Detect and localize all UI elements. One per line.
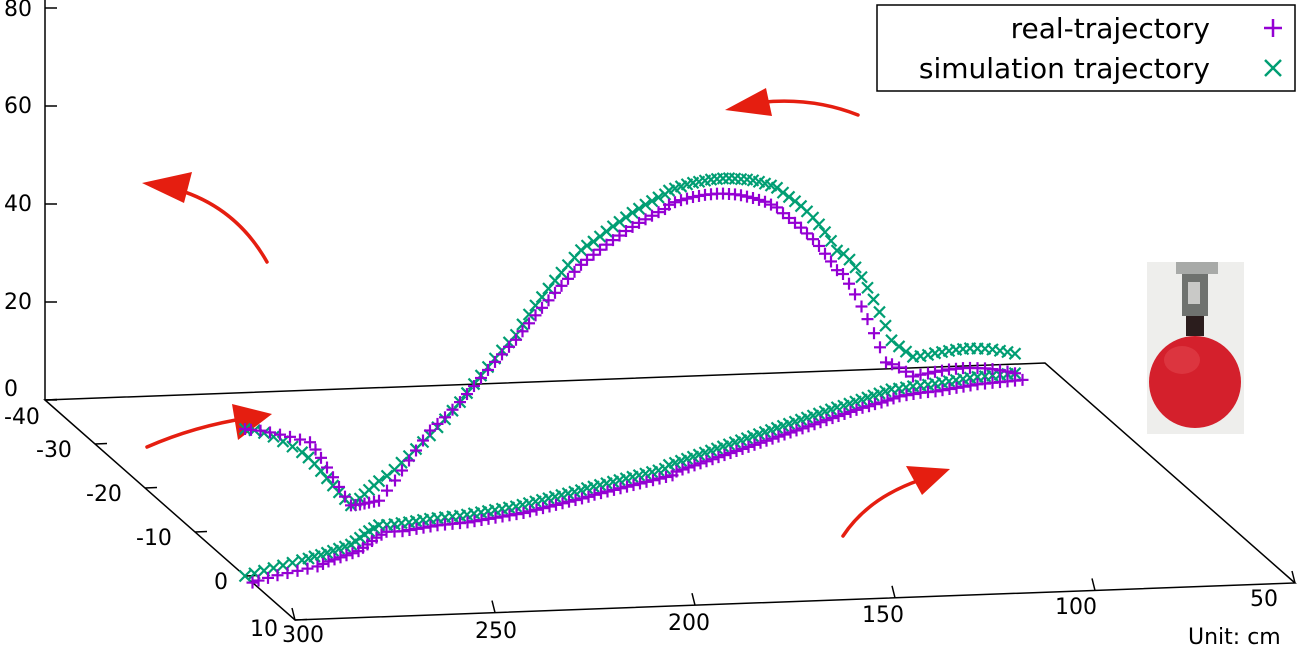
data-point xyxy=(613,215,626,229)
y-tick-label: -20 xyxy=(86,482,122,507)
z-tick-label: 20 xyxy=(4,290,32,315)
racket-image xyxy=(1147,262,1244,434)
y-tick-label: -40 xyxy=(4,405,40,430)
data-point xyxy=(626,206,639,220)
x-tick-label: 250 xyxy=(475,619,517,644)
data-point xyxy=(619,211,633,224)
data-point xyxy=(899,345,913,358)
arrow-incoming-left xyxy=(145,416,250,449)
x-tick-label: 100 xyxy=(1055,595,1097,620)
unit-label: Unit: cm xyxy=(1188,625,1281,648)
z-tick-label: 0 xyxy=(4,377,18,402)
arrow-incoming-bottom xyxy=(841,478,922,538)
data-point xyxy=(879,319,892,332)
data-point xyxy=(806,211,820,224)
data-point xyxy=(764,179,778,192)
data-point xyxy=(734,172,748,186)
tick-marks xyxy=(44,7,1296,621)
legend-sim-label: simulation trajectory xyxy=(919,52,1210,85)
data-point xyxy=(516,318,529,331)
arrow-return-left xyxy=(170,186,269,264)
data-point xyxy=(788,194,802,208)
data-point xyxy=(658,188,672,201)
series-real xyxy=(239,187,1029,589)
x-tick-label: 200 xyxy=(668,611,710,636)
data-point xyxy=(639,198,652,211)
data-point xyxy=(837,247,850,261)
data-point xyxy=(818,225,832,239)
data-point xyxy=(535,290,549,304)
data-point xyxy=(752,175,766,189)
data-point xyxy=(276,559,290,572)
arrowhead-icon xyxy=(725,88,772,116)
data-point xyxy=(892,340,906,353)
arrowhead-icon xyxy=(142,172,192,203)
data-point xyxy=(873,305,886,319)
data-point xyxy=(728,172,742,185)
x-tick-label: 150 xyxy=(862,603,904,628)
data-point xyxy=(326,479,340,492)
data-point xyxy=(238,569,252,583)
data-point xyxy=(295,446,309,459)
data-point xyxy=(632,202,646,215)
legend-real-marker xyxy=(1264,19,1282,37)
data-point xyxy=(812,218,826,231)
legend-real-label: real-trajectory xyxy=(1011,12,1210,45)
data-point xyxy=(849,261,862,274)
data-point xyxy=(522,308,536,321)
data-point xyxy=(302,451,315,464)
data-point xyxy=(770,181,784,195)
data-point xyxy=(267,430,280,444)
data-point xyxy=(906,350,920,364)
data-point xyxy=(855,270,868,284)
data-point xyxy=(286,440,299,453)
data-point xyxy=(782,190,796,204)
data-point xyxy=(308,457,321,471)
data-point xyxy=(758,177,772,190)
y-tick-label: 0 xyxy=(214,570,228,595)
x-tick-label: 300 xyxy=(282,623,324,648)
data-point xyxy=(295,553,309,567)
data-point xyxy=(529,299,542,312)
floor-plane xyxy=(43,362,1297,621)
data-point xyxy=(867,293,880,306)
data-point xyxy=(587,235,600,248)
data-point xyxy=(257,564,271,577)
data-point xyxy=(861,281,874,295)
data-point xyxy=(652,191,665,204)
legend-sim-marker xyxy=(1264,59,1282,77)
data-point xyxy=(645,194,659,208)
data-point xyxy=(248,567,261,580)
data-point xyxy=(843,253,856,266)
data-point xyxy=(830,244,844,257)
data-point xyxy=(740,173,754,186)
data-point xyxy=(380,469,394,483)
z-tick-label: 60 xyxy=(4,94,32,119)
data-point xyxy=(542,282,555,295)
y-tick-label: -30 xyxy=(36,438,72,463)
y-tick-label: 10 xyxy=(250,617,278,642)
data-point xyxy=(885,334,898,347)
legend-box xyxy=(876,4,1296,92)
z-tick-label: 40 xyxy=(4,192,32,217)
data-point xyxy=(267,561,280,575)
series-simulation xyxy=(238,172,1022,583)
data-point xyxy=(800,205,814,218)
data-point xyxy=(746,174,760,187)
data-point xyxy=(824,234,838,248)
z-tick-label: 80 xyxy=(4,0,32,22)
data-point xyxy=(286,556,299,570)
arrowhead-icon xyxy=(906,466,950,495)
x-tick-label: 50 xyxy=(1250,587,1278,612)
legend: real-trajectory simulation trajectory xyxy=(876,4,1296,92)
y-tick-label: -10 xyxy=(136,526,172,551)
